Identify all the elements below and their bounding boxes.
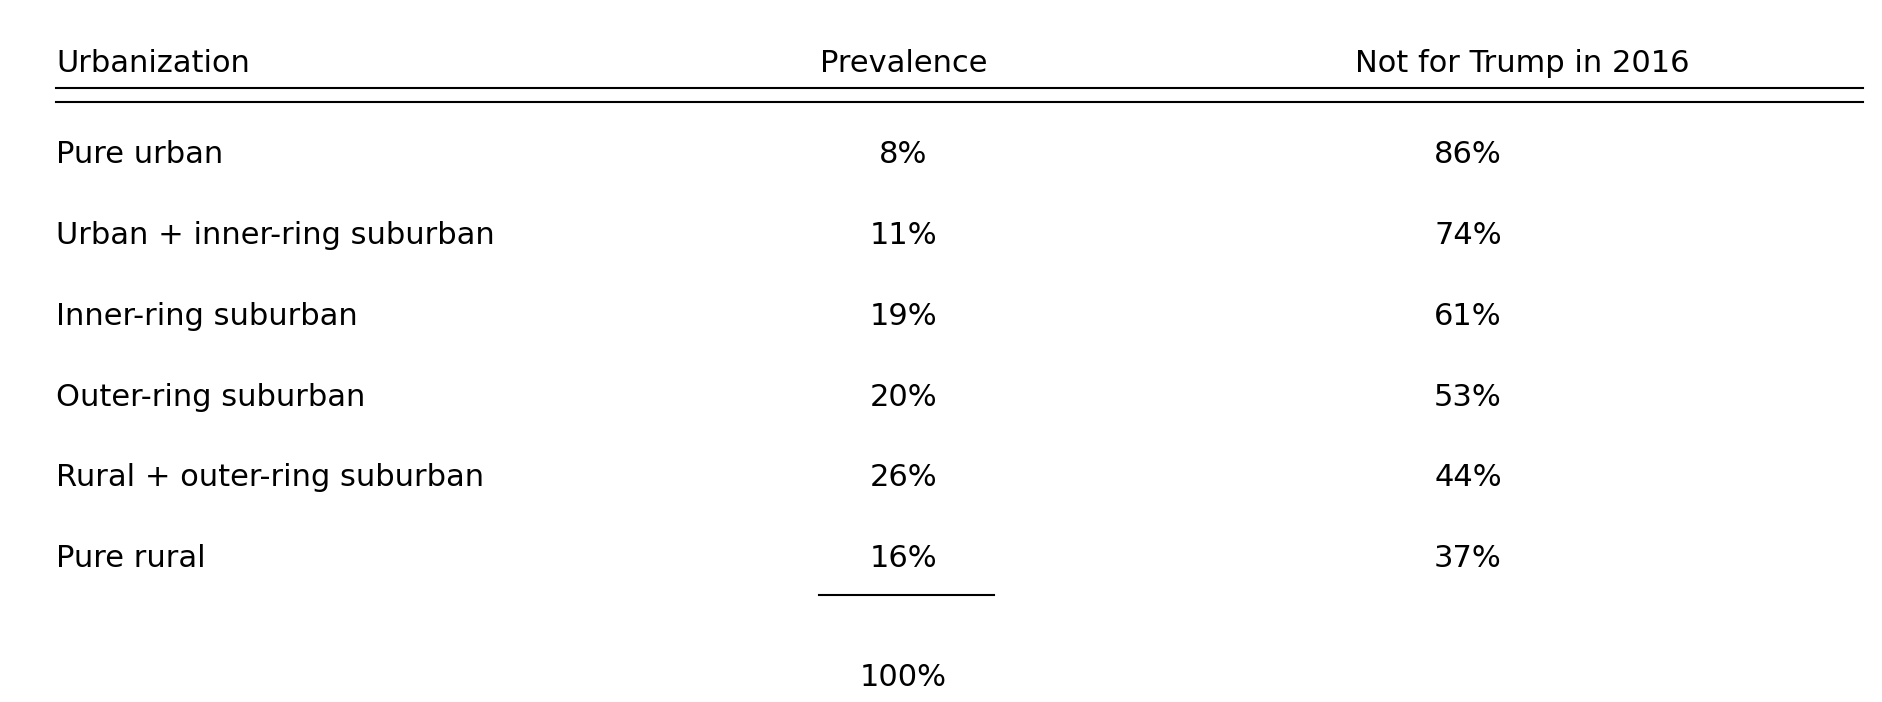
Text: Outer-ring suburban: Outer-ring suburban [56,383,365,411]
Text: 37%: 37% [1434,544,1502,573]
Text: Pure urban: Pure urban [56,140,224,169]
Text: Not for Trump in 2016: Not for Trump in 2016 [1355,49,1690,78]
Text: 16%: 16% [869,544,937,573]
Text: 8%: 8% [879,140,928,169]
Text: Urbanization: Urbanization [56,49,250,78]
Text: Urban + inner-ring suburban: Urban + inner-ring suburban [56,221,495,250]
Text: Inner-ring suburban: Inner-ring suburban [56,302,358,331]
Text: 26%: 26% [869,463,937,492]
Text: Rural + outer-ring suburban: Rural + outer-ring suburban [56,463,484,492]
Text: 11%: 11% [869,221,937,250]
Text: 53%: 53% [1434,383,1502,411]
Text: 44%: 44% [1434,463,1502,492]
Text: Prevalence: Prevalence [819,49,988,78]
Text: 20%: 20% [869,383,937,411]
Text: 86%: 86% [1434,140,1502,169]
Text: 61%: 61% [1434,302,1502,331]
Text: Pure rural: Pure rural [56,544,207,573]
Text: 74%: 74% [1434,221,1502,250]
Text: 19%: 19% [869,302,937,331]
Text: 100%: 100% [860,663,947,692]
